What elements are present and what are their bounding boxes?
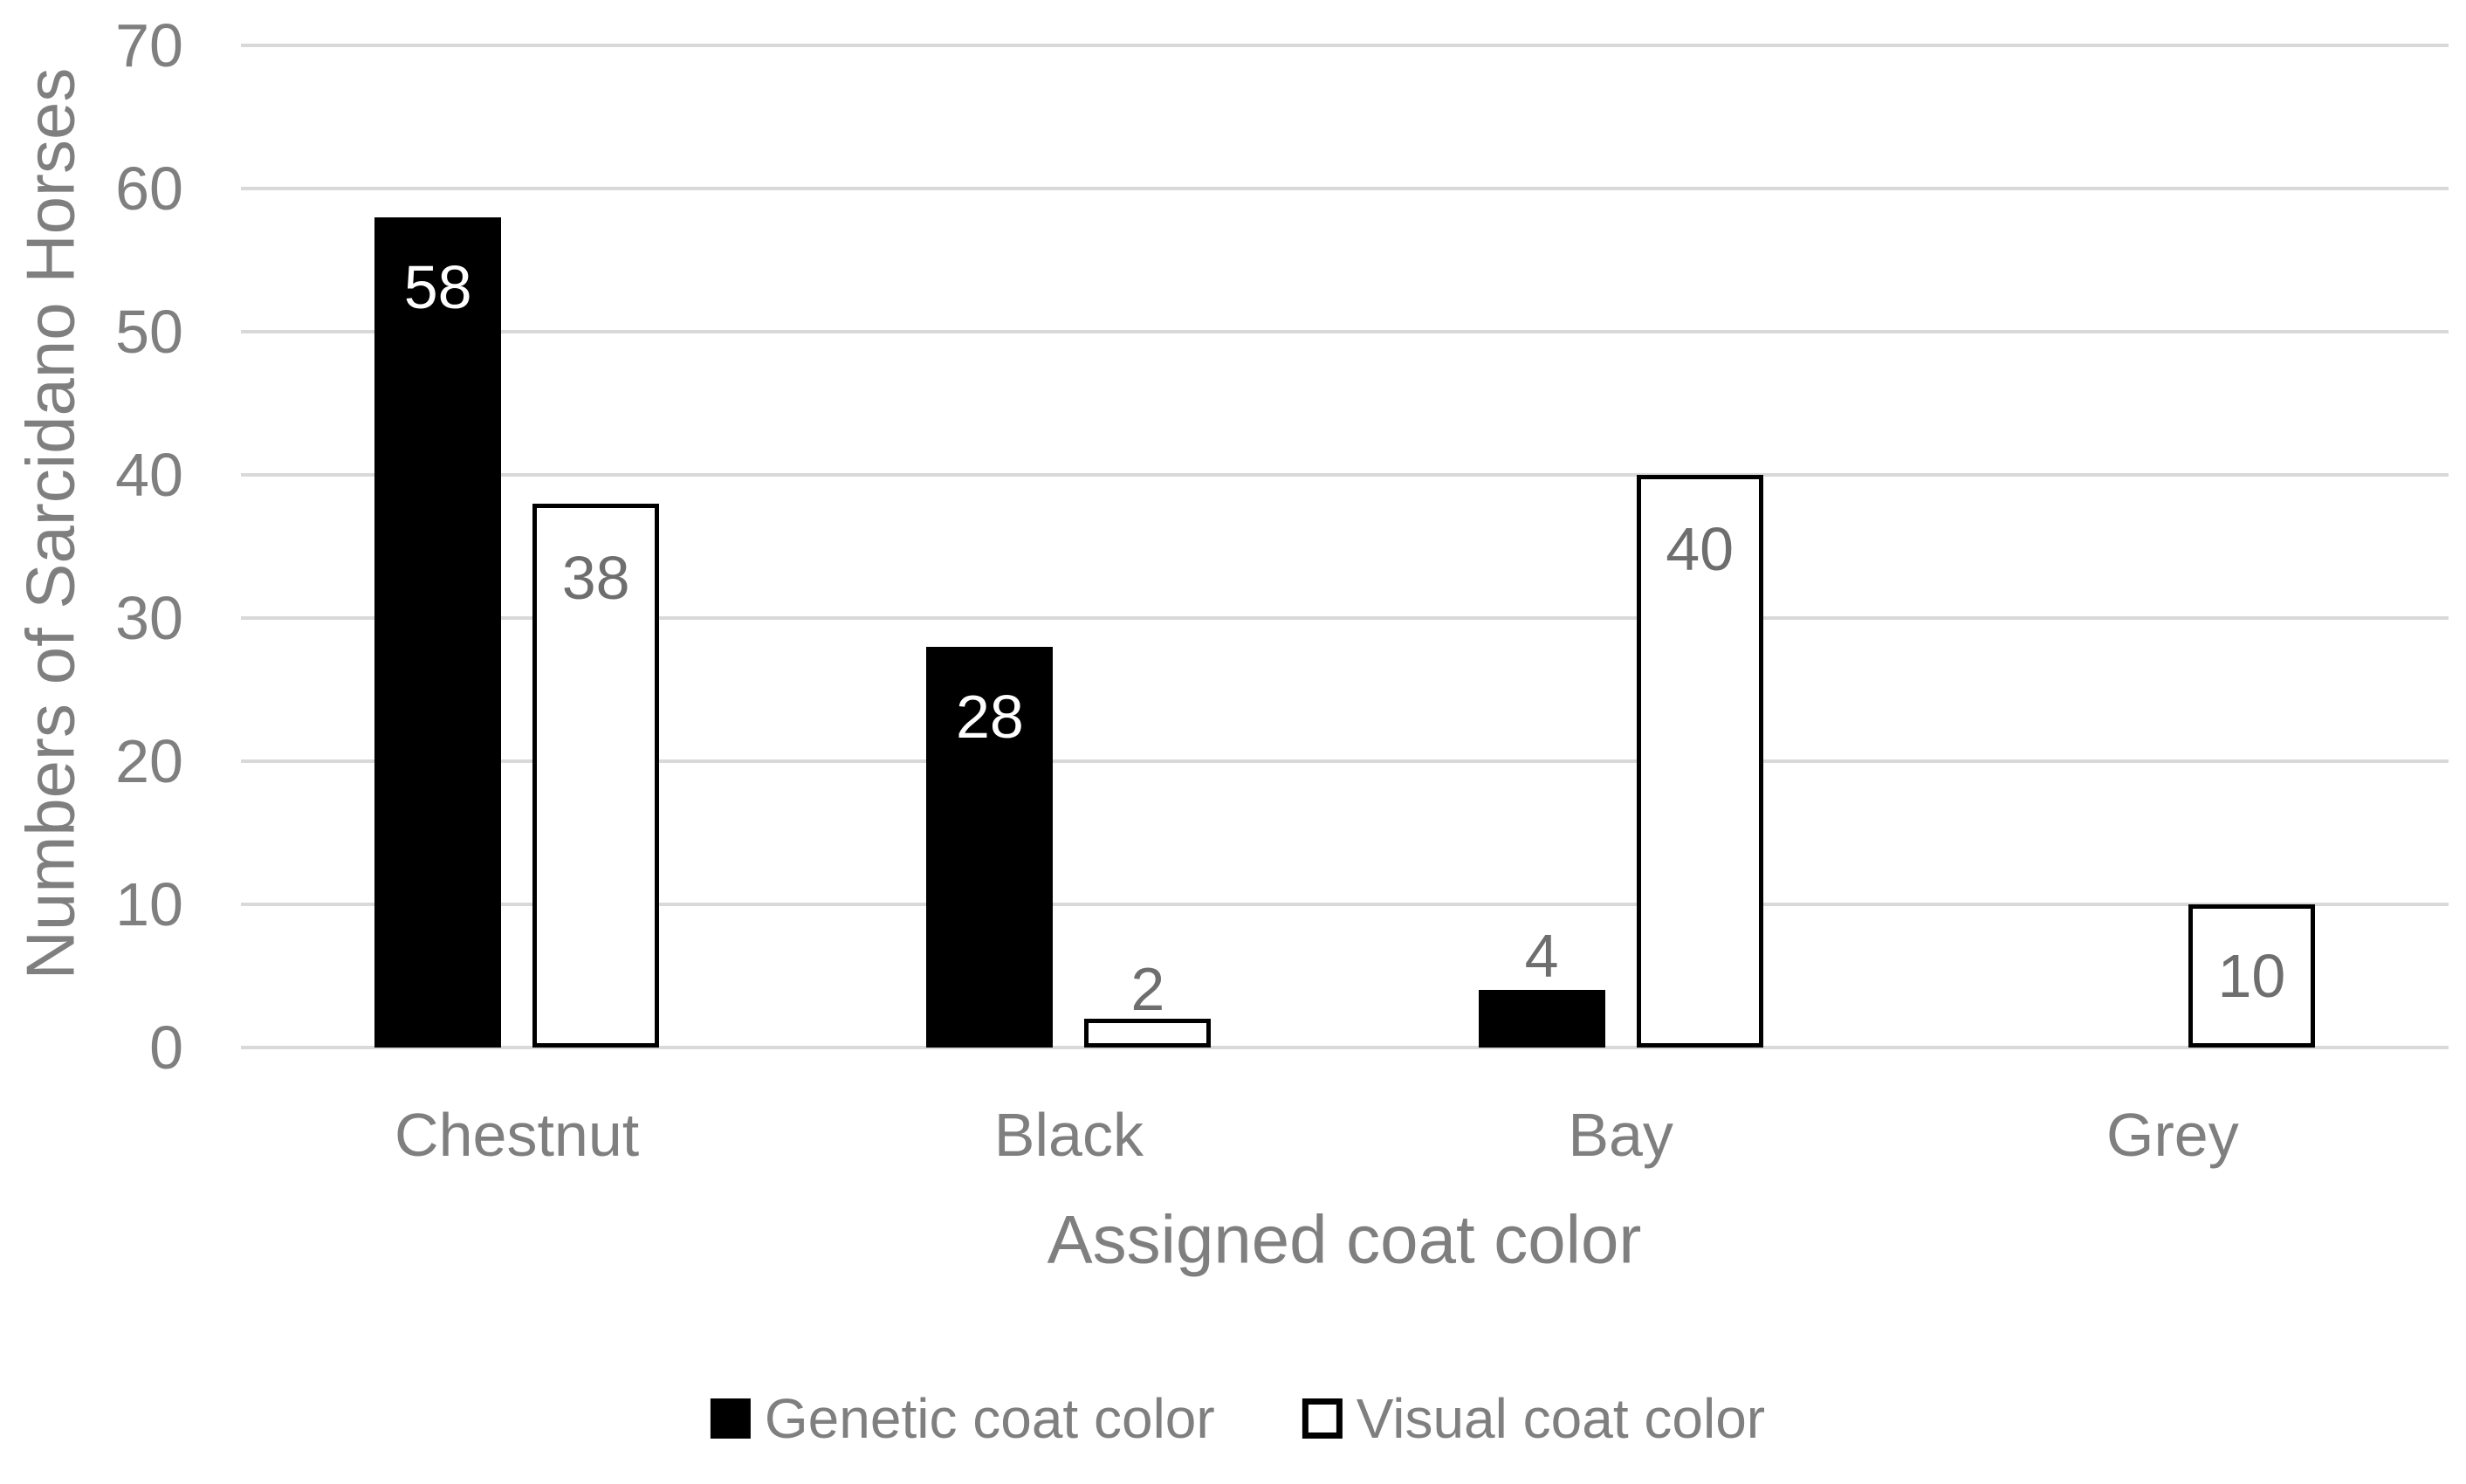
legend-label-genetic-coat-color: Genetic coat color (764, 1387, 1215, 1450)
x-axis-title: Assigned coat color (1047, 1200, 1642, 1278)
gridline-y-0 (241, 1046, 2449, 1049)
bar-value-label-visual-coat-color-black: 2 (1130, 955, 1165, 1024)
plot-area (241, 44, 2449, 1049)
gridline-y-60 (241, 187, 2449, 190)
x-category-label-bay: Bay (1568, 1101, 1673, 1169)
bar-visual-coat-color-bay: 40 (1636, 475, 1763, 1048)
legend-swatch-visual-coat-color (1302, 1398, 1343, 1439)
legend-swatch-genetic-coat-color (710, 1398, 751, 1439)
y-tick-label-60: 60 (115, 155, 183, 223)
gridline-y-50 (241, 330, 2449, 333)
bar-genetic-coat-color-chestnut: 58 (374, 216, 502, 1048)
bar-value-label-visual-coat-color-bay: 40 (1666, 515, 1734, 583)
bar-genetic-coat-color-black: 28 (926, 646, 1054, 1048)
y-tick-label-0: 0 (149, 1013, 183, 1082)
y-tick-label-70: 70 (115, 11, 183, 79)
gridline-y-70 (241, 44, 2449, 47)
x-category-label-black: Black (993, 1101, 1144, 1169)
bar-value-label-visual-coat-color-grey: 10 (2217, 942, 2286, 1010)
bar-visual-coat-color-black: 2 (1084, 958, 1212, 1048)
gridline-y-40 (241, 473, 2449, 477)
bar-value-label-visual-coat-color-chestnut: 38 (561, 543, 630, 612)
x-category-label-chestnut: Chestnut (395, 1101, 640, 1169)
legend-item-visual-coat-color: Visual coat color (1302, 1391, 1765, 1446)
bar-value-label-genetic-coat-color-chestnut: 58 (403, 252, 472, 321)
legend: Genetic coat color Visual coat color (710, 1387, 1765, 1450)
bar-visual-coat-color-grey: 10 (2188, 904, 2315, 1048)
y-tick-label-50: 50 (115, 298, 183, 366)
legend-item-genetic-coat-color: Genetic coat color (710, 1387, 1215, 1450)
x-category-label-grey: Grey (2106, 1101, 2239, 1169)
bar-genetic-coat-color-bay: 4 (1478, 925, 1605, 1048)
gridline-y-10 (241, 903, 2449, 906)
y-tick-label-30: 30 (115, 584, 183, 652)
bar-visual-coat-color-chestnut: 38 (532, 503, 660, 1048)
legend-label-visual-coat-color: Visual coat color (1356, 1387, 1766, 1450)
y-tick-label-20: 20 (115, 727, 183, 795)
y-tick-label-40: 40 (115, 441, 183, 509)
bar-value-label-genetic-coat-color-black: 28 (955, 682, 1024, 751)
gridline-y-20 (241, 759, 2449, 763)
y-tick-label-10: 10 (115, 870, 183, 938)
gridline-y-30 (241, 616, 2449, 620)
bar-value-label-genetic-coat-color-bay: 4 (1524, 922, 1559, 991)
